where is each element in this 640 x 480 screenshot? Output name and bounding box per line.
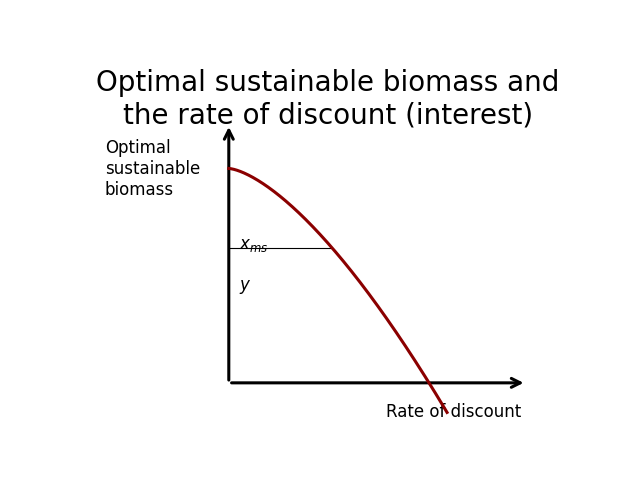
Text: $x_{ms}$: $x_{ms}$ — [239, 236, 268, 253]
Text: $y$: $y$ — [239, 278, 251, 296]
Text: Optimal sustainable biomass and
the rate of discount (interest): Optimal sustainable biomass and the rate… — [96, 69, 560, 129]
Text: Rate of discount: Rate of discount — [386, 403, 522, 421]
Text: Optimal
sustainable
biomass: Optimal sustainable biomass — [105, 139, 200, 199]
